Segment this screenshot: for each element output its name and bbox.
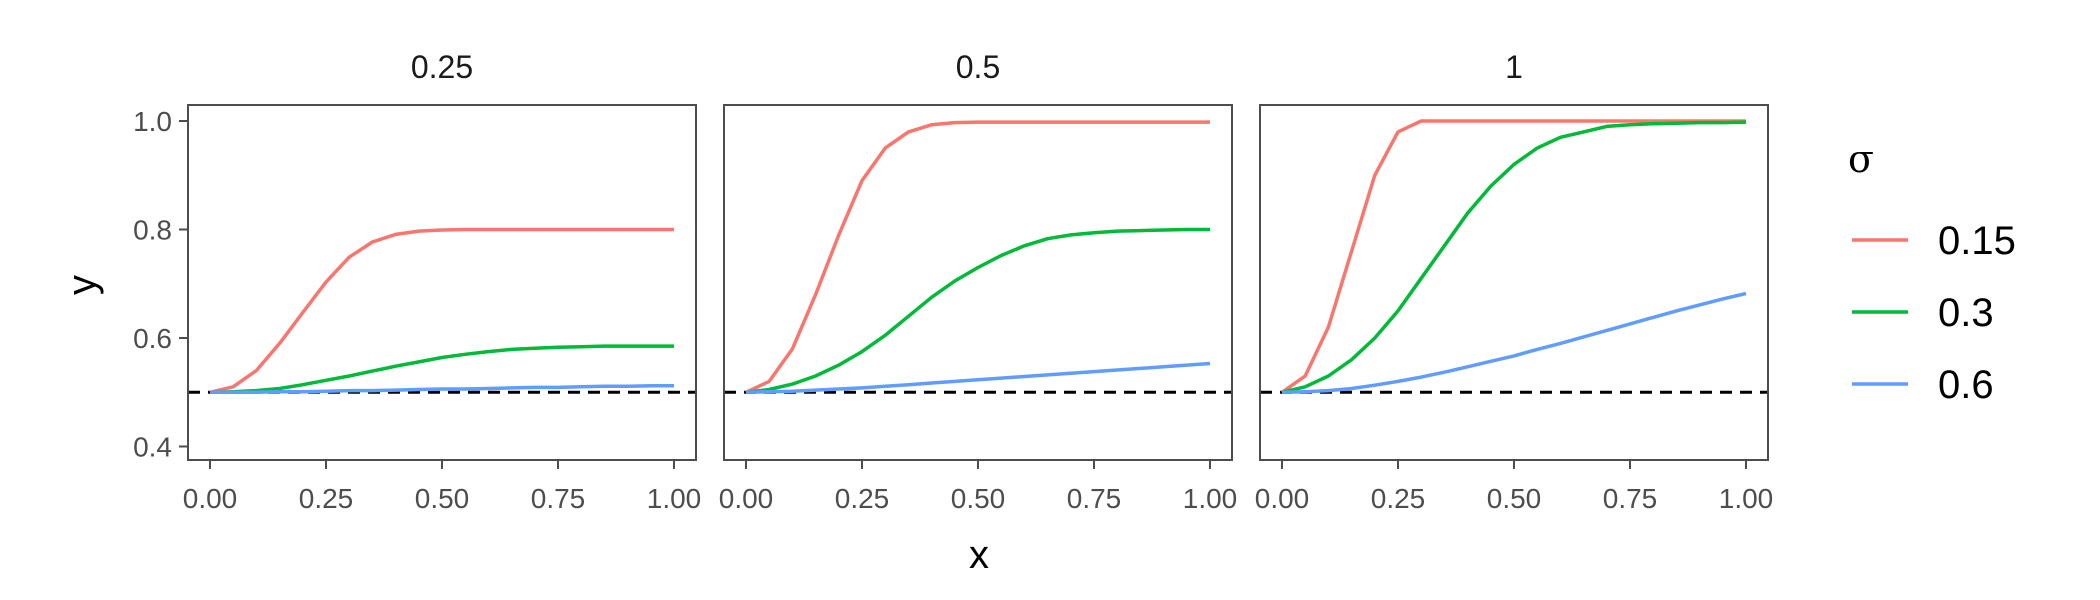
series-line-0_6 <box>1281 291 1747 395</box>
x-tick-label: 1.00 <box>1719 483 1774 514</box>
x-tick-label: 0.00 <box>1255 483 1310 514</box>
y-tick-label: 0.8 <box>133 215 172 246</box>
legend-title: σ <box>1848 137 1874 181</box>
series-line-0_3 <box>209 344 674 395</box>
panel-border <box>1259 104 1769 461</box>
x-tick-label: 1.00 <box>1183 483 1238 514</box>
series-line-0_15 <box>1280 119 1746 394</box>
legend: σ 0.15 0.3 0.6 <box>1848 137 2016 407</box>
x-tick-label: 0.50 <box>951 483 1006 514</box>
panel-border <box>723 104 1233 461</box>
facet-label: 0.25 <box>411 49 473 85</box>
legend-label: 0.3 <box>1938 291 1994 335</box>
x-tick-label: 0.25 <box>835 483 890 514</box>
x-tick-label: 0.25 <box>1371 483 1426 514</box>
panel-1: 1 0.00 0.25 0.50 0.75 1.00 <box>1255 49 1774 514</box>
facet-label: 1 <box>1505 49 1523 85</box>
y-tick-label: 0.6 <box>133 323 172 354</box>
y-tick-label: 1.0 <box>133 106 172 137</box>
x-tick-label: 0.50 <box>1487 483 1542 514</box>
series-line-0_3 <box>745 227 1210 395</box>
y-axis-title: y <box>60 275 104 295</box>
x-tick-label: 0.50 <box>415 483 470 514</box>
x-axis-title: x <box>969 533 989 577</box>
x-tick-label: 0.00 <box>183 483 238 514</box>
y-tick-label: 0.4 <box>133 432 172 463</box>
legend-item: 0.15 <box>1852 219 2016 263</box>
legend-item: 0.6 <box>1852 363 1994 407</box>
series-line-0_3 <box>1281 120 1747 395</box>
legend-item: 0.3 <box>1852 291 1994 335</box>
series-line-0_15 <box>745 120 1210 394</box>
panel-0.5: 0.5 0.00 0.25 0.50 0.75 1.00 <box>719 49 1238 514</box>
legend-label: 0.15 <box>1938 219 2016 263</box>
chart-panels: 0.250.00 0.25 0.50 0.75 1.000.50.00 0.25 0.50 0… <box>183 49 1774 514</box>
panel-0.25: 0.25 0.00 0.25 0.50 0.75 1.00 <box>183 49 702 514</box>
series-line-0_6 <box>745 361 1211 395</box>
x-tick-label: 1.00 <box>647 483 702 514</box>
legend-label: 0.6 <box>1938 363 1994 407</box>
series-line-0_15 <box>209 227 674 395</box>
x-tick-label: 0.00 <box>719 483 774 514</box>
series-line-0_6 <box>210 383 674 395</box>
x-tick-label: 0.25 <box>299 483 354 514</box>
x-tick-label: 0.75 <box>531 483 586 514</box>
y-axis: 0.4 0.6 0.8 1.0 <box>133 106 188 463</box>
x-tick-label: 0.75 <box>1603 483 1658 514</box>
x-tick-label: 0.75 <box>1067 483 1122 514</box>
panel-border <box>187 104 697 461</box>
facet-label: 0.5 <box>956 49 1000 85</box>
